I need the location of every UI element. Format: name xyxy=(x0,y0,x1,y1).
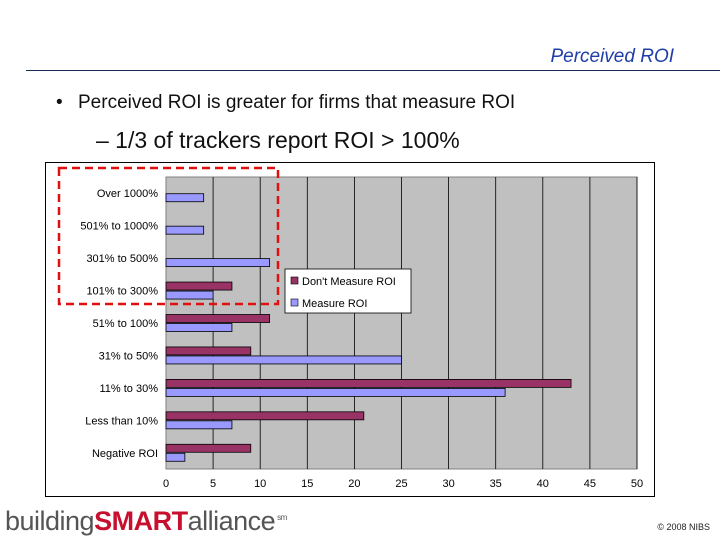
x-tick-label: 20 xyxy=(348,478,360,490)
bullet-marker: • xyxy=(56,92,63,113)
x-tick-label: 10 xyxy=(254,478,266,490)
x-tick-label: 35 xyxy=(490,478,502,490)
category-label: Negative ROI xyxy=(92,448,158,460)
category-label: Less than 10% xyxy=(85,415,158,427)
bullet-1-text: Perceived ROI is greater for firms that … xyxy=(78,92,516,113)
bar-dont-measure xyxy=(165,411,365,421)
roi-bar-chart: 0 5 10 15 20 25 30 35 40 45 50 Over 1000% 501% to 10… xyxy=(45,162,655,497)
legend-label: Don't Measure ROI xyxy=(302,276,396,288)
x-tick-label: 15 xyxy=(301,478,313,490)
x-tick-label: 40 xyxy=(537,478,549,490)
building-smart-alliance-logo: buildingSMARTalliance sm xyxy=(5,506,287,536)
category-label: 501% to 1000% xyxy=(80,221,158,233)
legend-swatch xyxy=(290,276,299,285)
bar-measure xyxy=(165,290,214,300)
legend-swatch xyxy=(290,298,299,307)
bar-dont-measure xyxy=(165,346,252,356)
x-tick-label: 25 xyxy=(395,478,407,490)
category-label: 301% to 500% xyxy=(86,253,158,265)
bar-measure xyxy=(165,323,233,332)
bar-dont-measure xyxy=(165,443,252,453)
bar-measure xyxy=(165,452,186,462)
copyright-notice: © 2008 NIBS xyxy=(657,522,710,532)
bar-measure xyxy=(165,258,271,268)
x-tick-label: 30 xyxy=(442,478,454,490)
x-tick-label: 45 xyxy=(584,478,596,490)
category-label: 31% to 50% xyxy=(99,350,159,362)
bar-measure xyxy=(165,225,205,235)
slide-title: Perceived ROI xyxy=(550,46,674,67)
bar-dont-measure xyxy=(165,281,233,291)
category-label: 51% to 100% xyxy=(93,318,159,330)
bar-dont-measure xyxy=(165,378,572,388)
category-label: Over 1000% xyxy=(97,188,158,200)
x-tick-label: 0 xyxy=(163,478,169,490)
bar-measure xyxy=(165,387,506,397)
bar-dont-measure xyxy=(165,314,271,323)
bar-measure xyxy=(165,193,205,203)
legend-box xyxy=(284,268,412,314)
bar-measure xyxy=(165,420,233,430)
bar-measure xyxy=(165,355,402,365)
title-underline xyxy=(26,70,720,71)
legend-label: Measure ROI xyxy=(302,298,367,310)
category-label: 101% to 300% xyxy=(86,286,158,298)
highlight-box xyxy=(57,166,280,306)
x-tick-label: 5 xyxy=(210,478,216,490)
category-label: 11% to 30% xyxy=(99,383,158,395)
x-tick-label: 50 xyxy=(631,478,643,490)
bullet-2: – 1/3 of trackers report ROI > 100% xyxy=(96,127,460,153)
bullet-1: • Perceived ROI is greater for firms that… xyxy=(56,92,515,114)
